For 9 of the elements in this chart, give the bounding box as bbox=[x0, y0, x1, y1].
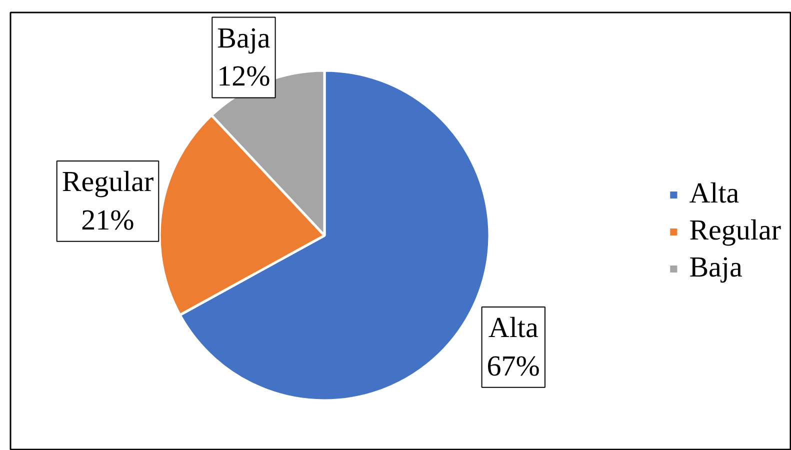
slice-label: Baja bbox=[217, 22, 270, 54]
data-label: 67% bbox=[486, 350, 540, 382]
data-label: 12% bbox=[217, 60, 270, 93]
legend-label: Baja bbox=[689, 252, 742, 284]
legend-label: Regular bbox=[689, 214, 781, 248]
slice-label: Regular bbox=[62, 166, 154, 198]
slice-label: Alta bbox=[488, 312, 538, 344]
data-label: 21% bbox=[81, 204, 134, 236]
legend-label: Alta bbox=[689, 178, 740, 210]
